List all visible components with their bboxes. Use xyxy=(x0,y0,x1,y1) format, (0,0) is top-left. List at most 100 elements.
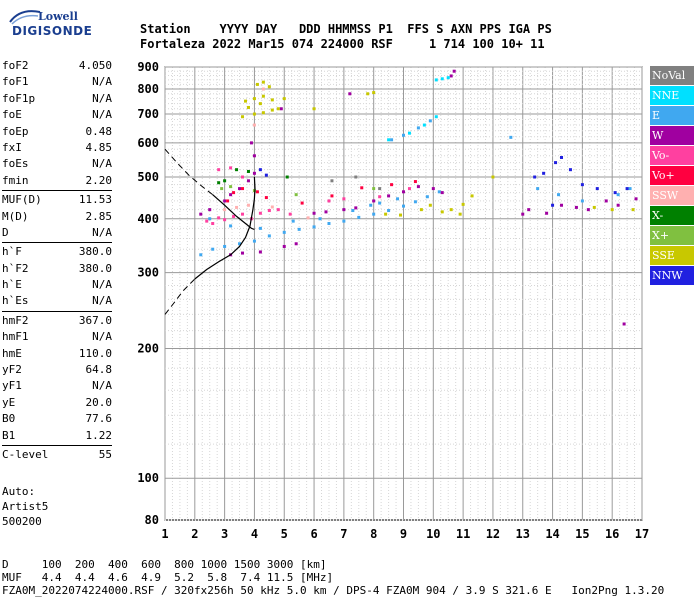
data-point xyxy=(267,85,271,89)
data-point xyxy=(238,242,242,246)
data-point xyxy=(568,168,572,172)
data-point xyxy=(241,115,245,119)
y-tick-label: 100 xyxy=(137,471,159,485)
auto-software: Artist5 xyxy=(2,500,49,513)
legend-item: SSW xyxy=(650,186,694,205)
data-point xyxy=(258,250,262,254)
param-label: foF1p xyxy=(2,91,36,105)
param-row: B0 77.6 xyxy=(2,411,112,427)
data-point xyxy=(246,203,250,207)
data-point xyxy=(205,219,209,223)
data-point xyxy=(354,206,358,210)
data-point xyxy=(580,183,584,187)
data-point xyxy=(428,119,432,123)
data-point xyxy=(249,141,253,145)
trace-curve-dashed xyxy=(164,278,196,315)
data-point xyxy=(616,193,620,197)
data-point xyxy=(199,212,203,216)
data-point xyxy=(261,94,265,98)
auto-version: 500200 xyxy=(2,515,42,528)
data-point xyxy=(264,196,268,200)
data-point xyxy=(378,187,382,191)
param-value: 20.0 xyxy=(85,395,113,409)
data-point xyxy=(533,175,537,179)
data-point xyxy=(348,92,352,96)
data-point xyxy=(592,205,596,209)
data-point xyxy=(229,185,233,189)
data-point xyxy=(360,186,364,190)
data-point xyxy=(330,194,334,198)
data-point xyxy=(288,212,292,216)
logo-line-1: Lowell xyxy=(38,10,78,23)
param-label: hmF1 xyxy=(2,330,29,344)
data-point xyxy=(446,76,450,80)
data-point xyxy=(294,193,298,197)
data-point xyxy=(402,190,405,194)
data-point xyxy=(536,187,540,191)
data-point xyxy=(387,194,391,198)
data-point xyxy=(461,202,465,206)
param-row: foF2 4.050 xyxy=(2,58,112,74)
data-point xyxy=(554,161,558,165)
data-point xyxy=(238,187,242,191)
param-separator xyxy=(2,310,112,312)
data-point xyxy=(557,193,561,197)
data-point xyxy=(232,191,236,195)
data-point xyxy=(369,203,373,207)
x-tick-label: 17 xyxy=(635,527,649,541)
param-label: MUF(D) xyxy=(2,193,42,207)
data-point xyxy=(413,200,417,204)
param-label: h`E xyxy=(2,278,22,292)
data-point xyxy=(378,195,382,199)
data-point xyxy=(246,179,250,183)
data-point xyxy=(458,212,462,216)
param-label: hmF2 xyxy=(2,313,29,327)
param-label: foEs xyxy=(2,157,29,171)
data-point xyxy=(252,97,256,101)
data-point xyxy=(235,168,239,172)
data-point xyxy=(270,205,274,209)
param-value: N/A xyxy=(92,225,112,239)
x-tick-label: 2 xyxy=(191,527,198,541)
data-point xyxy=(235,205,239,209)
data-point xyxy=(542,171,546,175)
data-point xyxy=(342,197,346,201)
data-point xyxy=(521,212,525,216)
param-value: 380.0 xyxy=(78,261,112,275)
legend-item: NoVal xyxy=(650,66,694,85)
data-point xyxy=(285,175,289,179)
x-tick-label: 16 xyxy=(605,527,619,541)
data-point xyxy=(252,112,256,116)
data-point xyxy=(396,197,400,201)
y-tick-label: 200 xyxy=(137,342,159,356)
legend-item: X+ xyxy=(650,226,694,245)
station-header: Station YYYY DAY DDD HHMMSS P1 FFS S AXN… xyxy=(140,22,552,52)
data-point xyxy=(628,187,632,191)
data-point xyxy=(616,203,620,207)
param-label: h`F2 xyxy=(2,261,29,275)
footer-file-info: FZA0M_2022074224000.RSF / 320fx256h 50 k… xyxy=(2,584,665,597)
data-point xyxy=(318,217,322,221)
data-point xyxy=(282,230,286,234)
data-point xyxy=(199,253,203,257)
data-point xyxy=(434,78,438,82)
param-value: N/A xyxy=(92,330,112,344)
data-point xyxy=(330,179,334,183)
data-point xyxy=(270,108,274,112)
param-label: D xyxy=(2,225,9,239)
x-tick-label: 11 xyxy=(456,527,470,541)
data-point xyxy=(297,227,301,231)
param-row: h`Es N/A xyxy=(2,293,112,309)
data-point xyxy=(223,244,227,248)
logo-swoosh-icon xyxy=(9,10,41,25)
param-label: fmin xyxy=(2,173,29,187)
data-point xyxy=(604,199,608,203)
data-point xyxy=(372,187,376,191)
data-point xyxy=(422,123,426,127)
param-row: hmF2 367.0 xyxy=(2,313,112,329)
data-point xyxy=(223,199,227,203)
data-point xyxy=(211,247,215,251)
data-point xyxy=(434,115,438,119)
data-point xyxy=(220,187,224,191)
param-row: M(D) 2.85 xyxy=(2,209,112,225)
